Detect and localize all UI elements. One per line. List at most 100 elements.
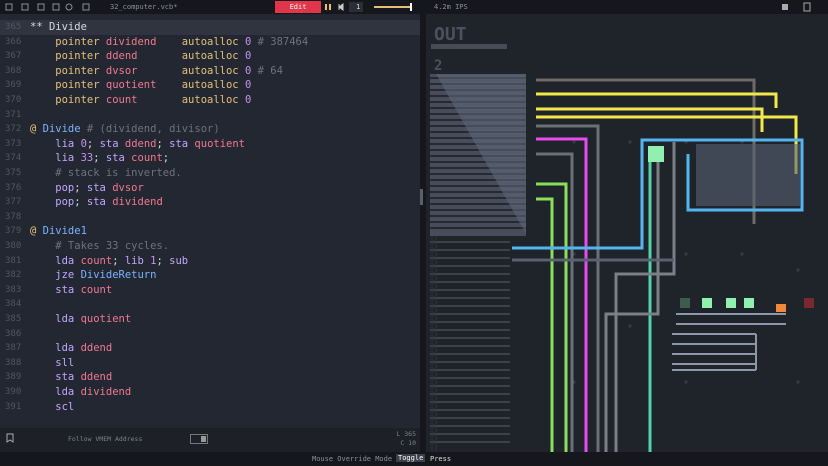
line-number: 369	[5, 80, 22, 91]
code-text: ** Divide	[30, 20, 87, 35]
token: ;	[74, 196, 81, 209]
code-text: lia 0; sta ddend; sta quotient	[30, 137, 245, 152]
bookmark-icon[interactable]	[5, 433, 15, 443]
press-key[interactable]: Press	[430, 455, 452, 463]
code-text: pointer ddend autoalloc 0	[30, 49, 251, 64]
follow-toggle[interactable]	[190, 434, 208, 444]
line-number: 390	[5, 387, 22, 397]
line-pos: L 365	[396, 430, 416, 438]
token: pointer	[30, 35, 100, 48]
token: dividend	[105, 196, 163, 209]
line-number: 374	[5, 153, 22, 164]
right-icons[interactable]	[780, 0, 820, 14]
code-text: pointer quotient autoalloc 0	[30, 78, 251, 93]
token: sta	[30, 283, 75, 296]
line-number: 379	[5, 226, 22, 237]
token: dvsor	[105, 181, 144, 194]
code-text: lda quotient	[30, 312, 131, 327]
splitter[interactable]	[420, 14, 426, 452]
token: ** Divide	[30, 21, 87, 33]
token: # Takes 33 cycles.	[30, 240, 170, 252]
code-line: 379 @ Divide1	[0, 224, 420, 239]
line-number: 375	[5, 168, 22, 178]
circuit-view[interactable]: OUT 2	[426, 14, 828, 452]
toolbar-icons[interactable]	[4, 0, 94, 14]
token: lia	[30, 152, 75, 165]
token: 1	[143, 254, 157, 267]
token: # stack is inverted.	[30, 167, 182, 179]
token: ;	[156, 137, 163, 150]
code-line: 373 lia 0; sta ddend; sta quotient	[0, 137, 420, 152]
code-text: jze DivideReturn	[30, 268, 156, 283]
token: lia	[30, 137, 75, 150]
toggle-key[interactable]: Toggle	[396, 454, 426, 462]
token: count	[74, 254, 113, 267]
code-text: sta ddend	[30, 370, 112, 385]
token: pointer	[30, 50, 100, 63]
token: # 64	[251, 64, 283, 77]
token: 0	[238, 64, 252, 77]
filename: 32_computer.vcb*	[110, 3, 178, 11]
token: autoalloc	[137, 64, 239, 77]
line-number: 365	[5, 22, 22, 32]
code-line: 381 lda count; lib 1; sub	[0, 254, 420, 269]
line-number: 367	[5, 51, 22, 62]
token: DivideReturn	[74, 269, 157, 282]
code-line: 374 lia 33; sta count;	[0, 151, 420, 166]
code-line: 386	[0, 327, 420, 342]
code-line: 389 sta ddend	[0, 370, 420, 385]
line-number: 388	[5, 357, 22, 368]
token: quotient	[74, 313, 132, 325]
token: @	[30, 123, 37, 136]
token: count	[74, 283, 113, 296]
line-number: 389	[5, 372, 22, 383]
line-number: 373	[5, 138, 22, 149]
token: autoalloc	[137, 50, 239, 63]
token: jze	[30, 269, 75, 282]
line-number: 382	[5, 270, 22, 281]
token: Divide1	[36, 225, 87, 238]
code-text: pop; sta dvsor	[30, 181, 144, 196]
line-number: 376	[5, 182, 22, 193]
code-text: sll	[30, 356, 74, 371]
token: dividend	[74, 386, 132, 398]
code-line: 370 pointer count autoalloc 0	[0, 93, 420, 108]
token: ;	[74, 181, 81, 194]
code-line: 369 pointer quotient autoalloc 0	[0, 78, 420, 93]
line-number: 372	[5, 124, 22, 135]
token: ddend	[74, 371, 113, 384]
code-text: lda dividend	[30, 385, 131, 400]
token: sta	[80, 196, 106, 209]
token: dvsor	[99, 64, 138, 77]
token: ;	[112, 254, 119, 267]
code-line: 375 # stack is inverted.	[0, 166, 420, 181]
footer-bar: Mouse Override Mode Toggle Press	[0, 452, 828, 466]
code-line: 388 sll	[0, 356, 420, 371]
playback[interactable]	[322, 0, 442, 14]
code-editor[interactable]: 365 ** Divide 366 pointer dividend autoall…	[0, 14, 420, 428]
token: autoalloc	[156, 35, 239, 48]
code-line: 366 pointer dividend autoalloc 0 # 38746…	[0, 35, 420, 50]
speed: 1	[356, 3, 361, 11]
code-text: lda count; lib 1; sub	[30, 254, 188, 269]
token: lda	[30, 313, 75, 325]
token: pointer	[30, 64, 100, 77]
edit-button[interactable]: Edit	[275, 1, 321, 13]
code-line: 390 lda dividend	[0, 385, 420, 400]
token: # 387464	[251, 35, 309, 48]
token: sta	[162, 137, 189, 150]
code-line: 383 sta count	[0, 283, 420, 298]
token: ddend	[118, 137, 157, 150]
code-text: pop; sta dividend	[30, 195, 163, 210]
token: lda	[30, 254, 75, 267]
token: ddend	[99, 50, 138, 63]
token: pointer	[30, 79, 100, 92]
line-number: 385	[5, 314, 22, 324]
token: pop	[30, 196, 75, 209]
token: pop	[30, 181, 75, 194]
token: sub	[162, 254, 189, 267]
code-text: lda ddend	[30, 341, 112, 356]
token: @	[30, 225, 37, 238]
token: ;	[86, 137, 94, 150]
